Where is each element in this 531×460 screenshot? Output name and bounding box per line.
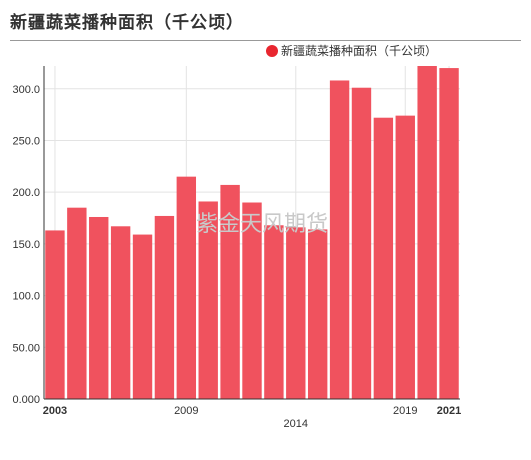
x-tick-label: 2003: [43, 405, 67, 417]
bar-2007: [132, 234, 153, 399]
x-tick-label: 2014: [284, 418, 308, 430]
bar-2015: [307, 229, 328, 399]
bar-2008: [154, 215, 175, 399]
y-axis-ticks: 0.000 50.00 100.0 150.0 200.0 250.0 300.0: [12, 84, 40, 406]
bar-2012: [242, 202, 262, 399]
bar-2003: [45, 230, 65, 399]
y-tick-label: 150.0: [12, 239, 40, 251]
bar-2019: [395, 115, 415, 399]
y-tick-label: 50.00: [12, 342, 40, 354]
bar-2020: [417, 66, 437, 399]
x-tick-label: 2021: [437, 405, 461, 417]
y-tick-label: 250.0: [12, 135, 40, 147]
watermark-text: 紫金天风期货: [196, 212, 328, 237]
legend-swatch: [266, 44, 278, 57]
y-tick-label: 0.000: [12, 394, 40, 406]
bar-2018: [373, 117, 394, 400]
bar-2014: [286, 227, 306, 399]
bar-series: [45, 66, 459, 400]
bar-2011: [220, 184, 240, 399]
y-tick-label: 100.0: [12, 291, 40, 303]
chart-legend[interactable]: 新疆蔬菜播种面积（千公顷）: [266, 42, 437, 59]
bar-2009: [176, 176, 197, 399]
bar-2004: [67, 207, 87, 399]
bar-2016: [329, 80, 350, 399]
bar-2010: [198, 201, 218, 399]
x-tick-label: 2009: [174, 405, 198, 417]
axes: [43, 66, 460, 400]
bar-2021: [439, 68, 459, 399]
bar-2006: [110, 226, 131, 399]
bar-2005: [89, 216, 109, 399]
legend-label: 新疆蔬菜播种面积（千公顷）: [281, 44, 438, 58]
title-divider: [10, 40, 521, 41]
x-tick-label: 2019: [393, 405, 417, 417]
bar-2013: [264, 225, 284, 399]
x-axis-ticks: 2003 2009 2014 2019 2021: [43, 405, 462, 430]
page-title: 新疆蔬菜播种面积（千公顷）: [10, 13, 244, 32]
y-tick-label: 300.0: [12, 84, 40, 96]
bar-2017: [351, 87, 372, 399]
y-tick-label: 200.0: [12, 187, 40, 199]
